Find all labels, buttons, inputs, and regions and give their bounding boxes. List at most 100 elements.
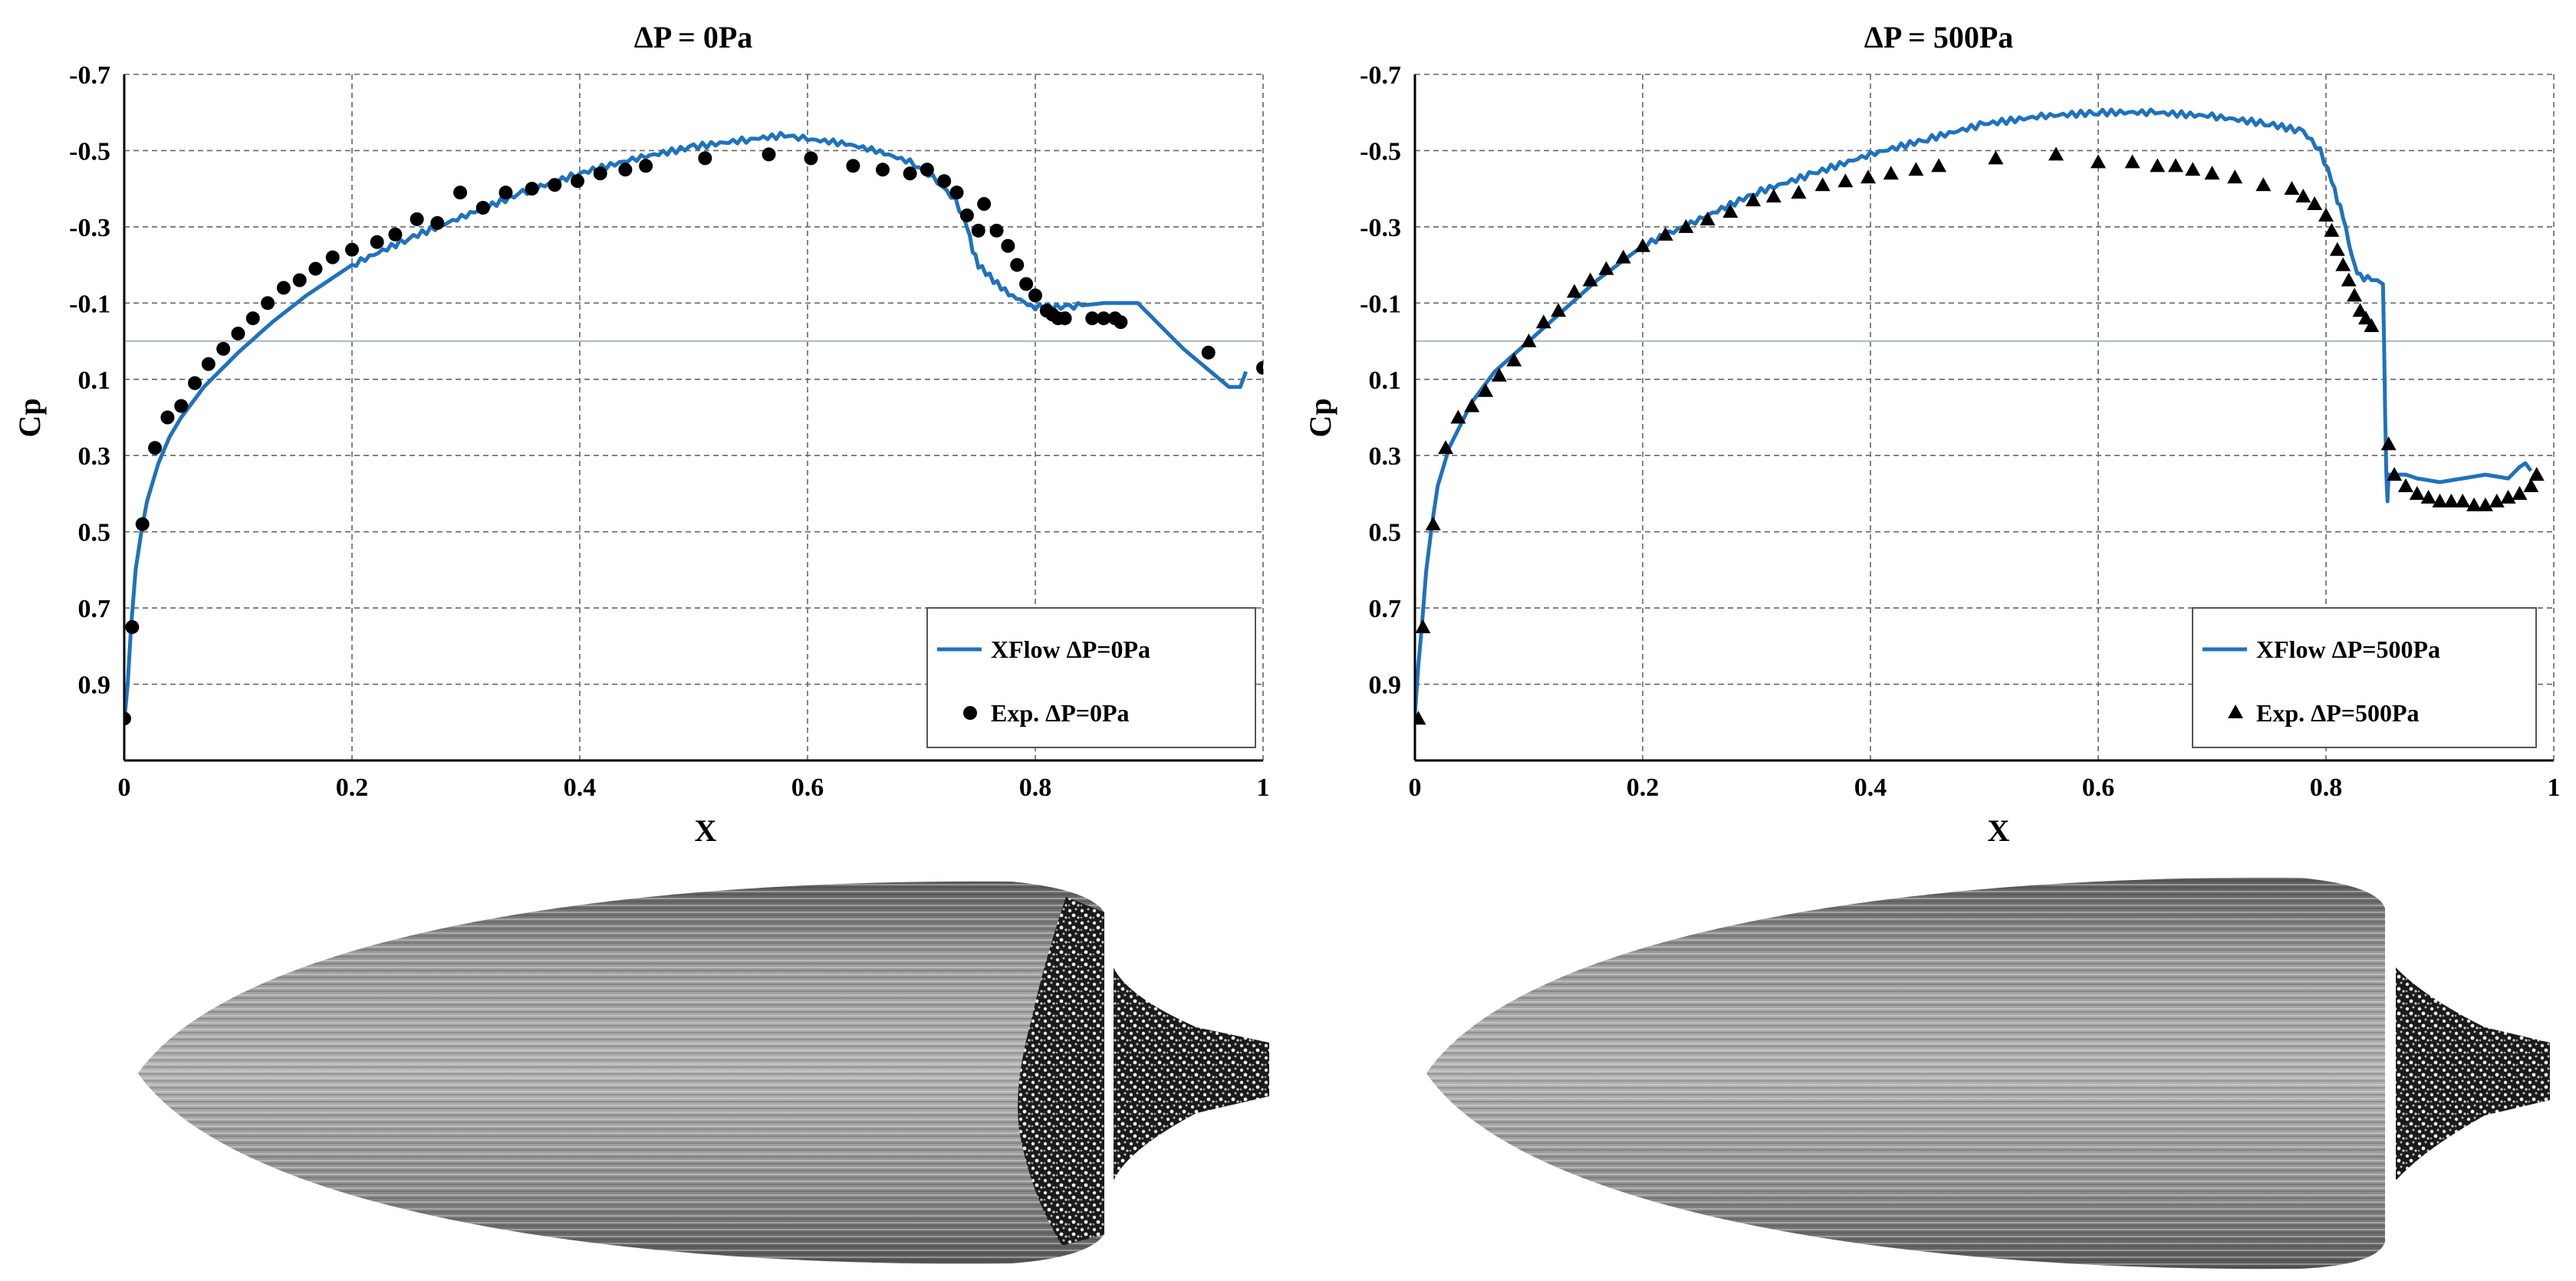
chart-left-legend-box [926, 607, 1256, 748]
chart-left-exp-point [124, 711, 131, 726]
chart-right-exp-point [1491, 367, 1507, 382]
chart-left-exp-point [261, 296, 275, 310]
chart-right-exp-point [2318, 207, 2334, 222]
chart-left-exp-point [135, 517, 150, 531]
chart-right-legend-box [2192, 607, 2537, 748]
chart-left-x-tick-label: 0.8 [1019, 774, 1052, 802]
chart-left-y-axis-label: Cp [12, 398, 47, 437]
chart-left-exp-point [125, 619, 140, 634]
chart-right-exp-point [2227, 169, 2243, 184]
chart-right-exp-point [1678, 218, 1694, 233]
chart-right-legend: XFlow ΔP=500Pa Exp. ΔP=500Pa [2192, 607, 2537, 748]
chart-left-x-tick-label: 0.6 [791, 774, 824, 802]
chart-right-y-axis-label: Cp [1303, 398, 1337, 437]
chart-right-exp-point [1415, 619, 1431, 633]
stern-right [2396, 967, 2550, 1181]
chart-left-legend-exp-label: Exp. ΔP=0Pa [991, 699, 1130, 727]
chart-left-exp-point [959, 208, 974, 222]
chart-left-y-tick-label: 0.7 [78, 595, 111, 623]
chart-right-exp-point [2284, 181, 2300, 195]
chart-left-exp-point [977, 197, 992, 212]
chart-left-exp-point [475, 201, 490, 215]
chart-left-exp-point [245, 311, 260, 326]
separation-region-left [1018, 897, 1104, 1246]
chart-right-exp-point [2347, 287, 2363, 302]
chart-right-exp-point [2409, 485, 2425, 500]
chart-left-y-tick-label: 0.9 [78, 672, 111, 700]
chart-right-x-tick-label: 0.4 [1854, 774, 1887, 802]
chart-left-exp-point [971, 223, 985, 238]
chart-right-exp-point [2477, 497, 2493, 511]
hull-gap-left [1104, 905, 1112, 1242]
chart-left-y-tick-label: 0.3 [78, 442, 111, 471]
hull-streaks-left [138, 881, 1104, 1264]
chart-right-y-tick-label: -0.1 [1360, 290, 1401, 318]
chart-right-exp-point [2124, 154, 2140, 169]
chart-left-exp-point [292, 273, 307, 287]
chart-left-exp-point [308, 261, 323, 276]
chart-left-exp-point [216, 342, 231, 356]
chart-left-exp-point [453, 186, 468, 200]
chart-right-exp-point [1657, 226, 1673, 241]
hull-streaks-right [1426, 877, 2385, 1270]
chart-right-exp-point [2432, 493, 2448, 507]
chart-left-axes [123, 74, 1263, 762]
chart-right-x-tick-label: 1 [2548, 774, 2561, 802]
chart-right-exp-point [2380, 436, 2397, 451]
chart-left-exp-point [949, 186, 964, 200]
chart-right-exp-point [2523, 478, 2539, 492]
chart-right-exp-point [2352, 303, 2368, 317]
chart-right-exp-point [2295, 189, 2311, 203]
flow-visualization-left [138, 881, 1269, 1264]
chart-right-exp-point [1883, 166, 1899, 180]
chart-right-exp-point [2324, 222, 2340, 237]
chart-right-exp-point [1860, 169, 1877, 184]
chart-left-exp-point [1019, 277, 1034, 291]
chart-right-exp-point [2466, 497, 2482, 511]
chart-left-legend-sim-label: XFlow ΔP=0Pa [991, 636, 1150, 663]
chart-left-x-ticks: 0 0.2 0.4 0.6 0.8 1 [118, 774, 1270, 802]
chart-right-exp-point [1582, 272, 1598, 287]
chart-left-exp-point [846, 159, 860, 173]
chart-right-x-axis-label: X [1988, 813, 2010, 848]
chart-right-exp-point [1598, 261, 1614, 275]
chart-right-exp-point [2420, 489, 2436, 504]
chart-right-x-tick-label: 0.2 [1627, 774, 1660, 802]
chart-right-exp-point [2455, 493, 2471, 507]
chart-left-exp-point [276, 281, 291, 295]
chart-left-exp-point [1058, 311, 1072, 326]
chart-left-exp-point [593, 166, 607, 181]
chart-right-exp-point [1837, 173, 1854, 188]
chart-left-exp-point [618, 163, 633, 177]
chart-right-y-tick-label: 0.3 [1369, 442, 1402, 471]
chart-right-exp-point [2387, 467, 2403, 481]
chart-left-exp-point [430, 215, 445, 230]
chart-right-exp-point [1615, 249, 1631, 264]
chart-right-exp-point [2255, 177, 2272, 192]
chart-left-exp-point [1085, 311, 1100, 326]
chart-left-exp-point [345, 242, 359, 257]
chart-right-exp-point [2341, 272, 2357, 287]
chart-left-exp-point [698, 151, 712, 166]
chart-right-axes [1413, 74, 2554, 762]
chart-right-x-tick-label: 0.8 [2310, 774, 2343, 802]
chart-left-y-tick-label: -0.3 [69, 214, 110, 242]
flow-visualization-right [1426, 877, 2550, 1270]
chart-left-exp-point [410, 212, 424, 226]
chart-left-exp-point [937, 174, 952, 189]
chart-right-exp-point [1535, 314, 1551, 329]
chart-right-exp-point [1791, 185, 1807, 199]
chart-right-exp-point [1438, 440, 1454, 455]
chart-left-y-tick-label: 0.1 [78, 366, 111, 395]
chart-left-exp-point [1010, 258, 1025, 272]
chart-left-exp-point [1028, 288, 1042, 303]
chart-right-exp-point [1699, 211, 1716, 225]
chart-left-exp-point [148, 441, 163, 455]
chart-right-exp-point [2512, 485, 2528, 500]
chart-right-exp-point [2307, 196, 2323, 211]
chart-right-exp-point [1814, 177, 1831, 192]
chart-right-y-tick-label: -0.5 [1360, 137, 1401, 166]
chart-right-title: ΔP = 500Pa [1864, 20, 2014, 54]
chart-right-y-tick-label: 0.5 [1369, 519, 1402, 547]
